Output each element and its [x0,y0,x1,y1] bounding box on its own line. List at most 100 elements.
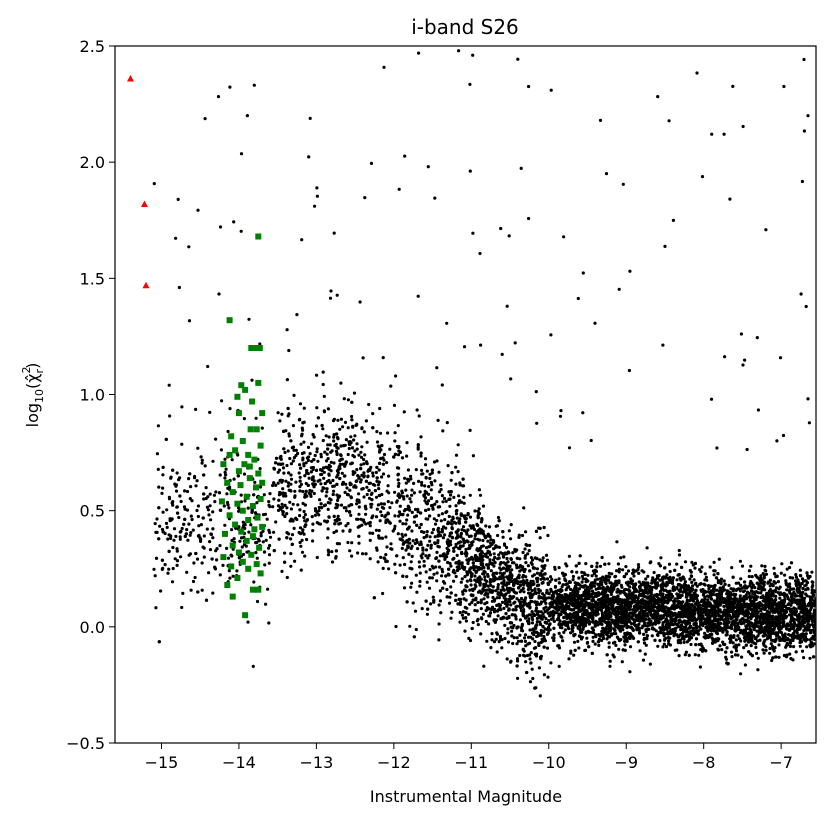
star-point [535,571,540,575]
star-point [539,633,543,637]
star-point [304,481,308,486]
star-point [332,489,336,493]
star-point [484,546,489,550]
star-point [215,558,219,562]
star-point [759,603,763,607]
star-point [303,474,307,478]
star-point [580,630,584,634]
star-point [729,593,733,597]
star-point [409,500,413,504]
star-point [548,622,552,626]
star-point [165,525,169,530]
star-point [386,431,390,435]
star-point [289,564,293,568]
star-point [255,556,259,560]
star-point [498,634,502,639]
star-point [612,612,616,616]
star-point [400,489,404,493]
star-point [485,639,489,643]
star-point [163,563,167,567]
star-point [194,407,198,411]
star-point [770,644,775,649]
star-point [207,513,211,517]
star-point [765,609,770,613]
star-point [788,565,792,570]
star-point [175,563,179,568]
star-point [777,655,781,659]
star-point [617,570,621,574]
star-point [611,653,615,657]
star-point [376,483,380,487]
star-point [646,627,650,632]
star-point [314,424,319,428]
star-point [794,573,798,577]
star-point [362,457,366,462]
star-point [749,596,753,600]
star-point [484,524,488,528]
star-point [454,504,458,508]
star-point [625,637,629,641]
star-point [355,447,359,451]
star-point [464,547,468,551]
star-point [683,580,688,584]
star-point [439,487,443,492]
star-point [642,641,647,645]
star-point [420,468,424,472]
star-point [291,502,295,506]
star-point [612,632,616,636]
star-point [800,581,804,586]
star-point [326,527,330,531]
star-point [419,454,423,458]
star-point [424,475,428,480]
star-point [352,391,357,395]
star-point [509,537,513,541]
star-point [485,579,489,584]
star-point [194,484,198,488]
star-point [340,471,344,475]
star-point [684,625,688,629]
star-point [707,587,711,591]
star-point [632,590,636,594]
star-point [766,634,770,639]
star-point [617,615,621,620]
star-point [593,581,597,585]
star-point [632,574,636,578]
star-point [298,514,302,518]
star-point [454,465,458,469]
star-point [230,528,234,532]
star-point [457,494,461,498]
plot-area [126,49,816,698]
star-point [345,486,349,490]
star-point [391,529,395,533]
star-point [560,635,564,639]
star-point [425,612,429,616]
star-point [581,577,585,581]
star-point [792,606,796,610]
star-point [431,527,436,532]
star-point [449,478,453,482]
star-point [518,580,523,584]
star-point [507,529,511,533]
star-point [437,470,441,474]
star-point [300,432,304,436]
star-point [469,534,473,538]
star-point [424,570,428,574]
star-point [493,560,497,565]
star-point [535,580,539,584]
star-point [461,610,465,614]
star-point [688,577,692,581]
star-point [767,606,772,610]
star-point [408,624,412,628]
star-point [541,592,545,596]
star-point [414,468,418,472]
star-point [343,490,347,494]
star-point [264,602,268,606]
star-point [254,541,258,545]
star-point [538,573,542,577]
star-point [725,617,730,621]
star-point [444,499,448,503]
star-point [500,638,504,642]
star-point [365,440,369,444]
star-point [625,615,629,619]
